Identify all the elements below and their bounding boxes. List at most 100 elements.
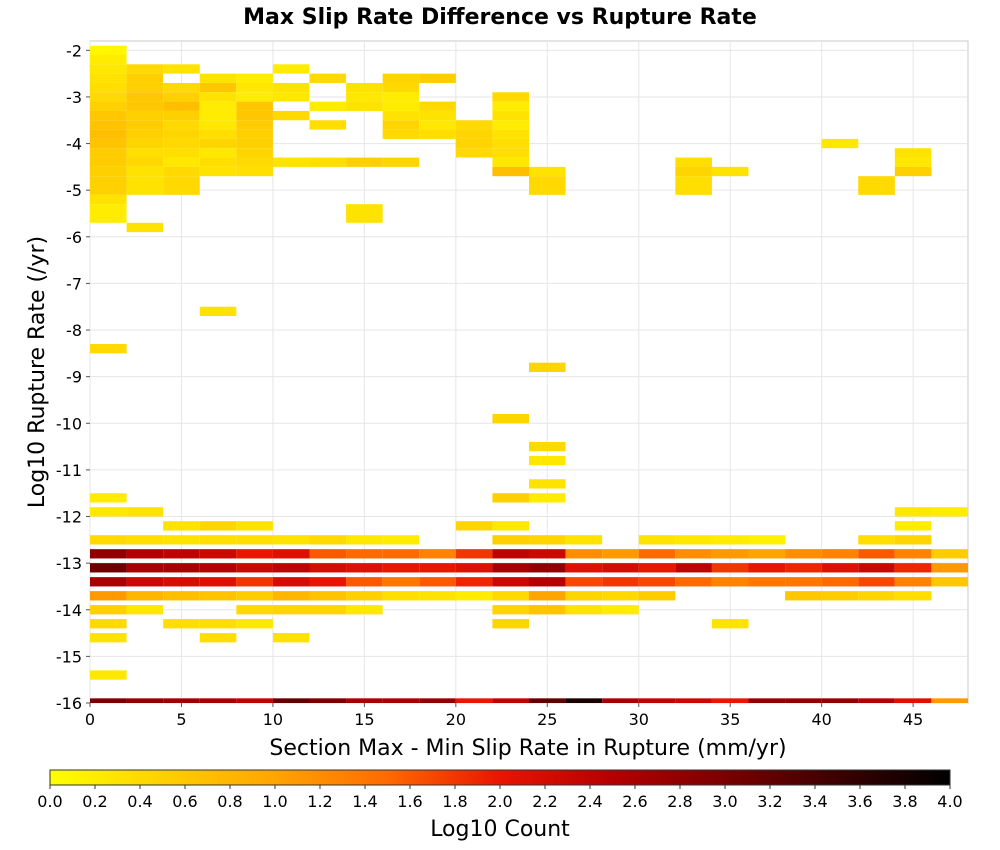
heatmap-cell bbox=[309, 101, 347, 111]
heatmap-cell bbox=[858, 577, 895, 587]
heatmap-cell bbox=[785, 591, 822, 601]
y-tick-label: -12 bbox=[56, 508, 82, 527]
heatmap-cell bbox=[419, 110, 456, 121]
heatmap-cell bbox=[272, 157, 310, 167]
heatmap-cell bbox=[309, 698, 347, 703]
heatmap-cell bbox=[492, 605, 529, 615]
heatmap-cell bbox=[163, 563, 200, 573]
heatmap-cell bbox=[382, 110, 420, 121]
heatmap-cell bbox=[529, 605, 566, 615]
heatmap-cell bbox=[565, 549, 603, 559]
heatmap-cell bbox=[90, 82, 127, 93]
heatmap-cell bbox=[90, 670, 127, 680]
heatmap-cell bbox=[236, 73, 273, 83]
heatmap-cell bbox=[492, 110, 529, 121]
colorbar-tick-label: 4.0 bbox=[937, 792, 962, 811]
x-axis-ticks: 0 5 10 15 20 25 30 35 40 45 bbox=[85, 703, 923, 729]
heatmap-cell bbox=[90, 633, 127, 643]
heatmap-cell bbox=[455, 563, 493, 573]
y-tick-label: -15 bbox=[56, 647, 82, 666]
heatmap-cell bbox=[711, 563, 749, 573]
heatmap-cell bbox=[455, 591, 493, 601]
heatmap-cell bbox=[492, 92, 529, 102]
heatmap-cell bbox=[492, 493, 529, 503]
heatmap-cell bbox=[638, 577, 676, 587]
heatmap-cell bbox=[199, 591, 237, 601]
heatmap-cell bbox=[163, 521, 200, 531]
heatmap-cell bbox=[126, 222, 164, 233]
heatmap-cell bbox=[638, 563, 676, 573]
heatmap-cell bbox=[492, 413, 529, 424]
x-tick-label: 40 bbox=[811, 710, 831, 729]
heatmap-cell bbox=[931, 507, 968, 517]
heatmap-cell bbox=[455, 577, 493, 587]
colorbar-tick-label: 1.2 bbox=[307, 792, 332, 811]
heatmap-cell bbox=[382, 698, 420, 703]
heatmap-cell bbox=[711, 577, 749, 587]
heatmap-cell bbox=[236, 521, 273, 531]
heatmap-cell bbox=[90, 204, 127, 214]
heatmap-cell bbox=[529, 563, 566, 573]
heatmap-cell bbox=[858, 549, 895, 559]
heatmap-cell bbox=[894, 563, 932, 573]
heatmap-cell bbox=[785, 563, 822, 573]
heatmap-cell bbox=[236, 166, 273, 177]
heatmap-cell bbox=[236, 591, 273, 601]
heatmap-cell bbox=[419, 73, 456, 83]
heatmap-cell bbox=[272, 549, 310, 559]
heatmap-cell bbox=[492, 549, 529, 559]
x-tick-label: 15 bbox=[354, 710, 374, 729]
heatmap-cell bbox=[90, 344, 127, 354]
heatmap-cell bbox=[126, 549, 164, 559]
heatmap-cell bbox=[931, 577, 968, 587]
heatmap-cell bbox=[711, 698, 749, 703]
heatmap-cell bbox=[126, 185, 164, 195]
heatmap-cell bbox=[126, 73, 164, 83]
heatmap-cell bbox=[382, 563, 420, 573]
colorbar-tick-label: 1.8 bbox=[442, 792, 467, 811]
heatmap-cell bbox=[90, 64, 127, 74]
heatmap-cell bbox=[163, 129, 200, 139]
heatmap-cell bbox=[675, 185, 712, 195]
heatmap-cell bbox=[455, 138, 493, 149]
colorbar-tick-label: 3.8 bbox=[892, 792, 917, 811]
heatmap-cell bbox=[529, 479, 566, 489]
heatmap-cell bbox=[858, 176, 895, 186]
heatmap-cell bbox=[675, 157, 712, 167]
heatmap-cell bbox=[931, 549, 968, 559]
heatmap-cell bbox=[711, 535, 749, 545]
heatmap-cell bbox=[126, 507, 164, 517]
colorbar-tick-label: 1.0 bbox=[262, 792, 287, 811]
colorbar-tick-label: 0.0 bbox=[37, 792, 62, 811]
heatmap-cell bbox=[492, 129, 529, 139]
heatmap-cell bbox=[309, 549, 347, 559]
heatmap-cell bbox=[346, 698, 383, 703]
heatmap-cell bbox=[236, 698, 273, 703]
heatmap-cell bbox=[163, 157, 200, 167]
heatmap-cell bbox=[90, 157, 127, 167]
heatmap-cell bbox=[529, 176, 566, 186]
heatmap-cell bbox=[419, 129, 456, 139]
heatmap-cell bbox=[821, 549, 859, 559]
heatmap-cell bbox=[90, 45, 127, 55]
heatmap-cell bbox=[272, 698, 310, 703]
heatmap-cell bbox=[163, 82, 200, 93]
heatmap-cell bbox=[163, 176, 200, 186]
colorbar-label: Log10 Count bbox=[430, 817, 570, 842]
heatmap-cell bbox=[272, 591, 310, 601]
heatmap-cell bbox=[90, 101, 127, 111]
heatmap-cell bbox=[894, 698, 932, 703]
heatmap-cell bbox=[455, 120, 493, 130]
heatmap-cell bbox=[382, 82, 420, 93]
heatmap-cell bbox=[126, 577, 164, 587]
heatmap-cells bbox=[90, 45, 968, 703]
heatmap-cell bbox=[565, 535, 603, 545]
heatmap-cell bbox=[126, 605, 164, 615]
heatmap-cell bbox=[346, 101, 383, 111]
heatmap-cell bbox=[90, 591, 127, 601]
heatmap-cell bbox=[272, 92, 310, 102]
heatmap-cell bbox=[272, 82, 310, 93]
heatmap-cell bbox=[894, 507, 932, 517]
heatmap-cell bbox=[90, 194, 127, 205]
heatmap-cell bbox=[529, 185, 566, 195]
